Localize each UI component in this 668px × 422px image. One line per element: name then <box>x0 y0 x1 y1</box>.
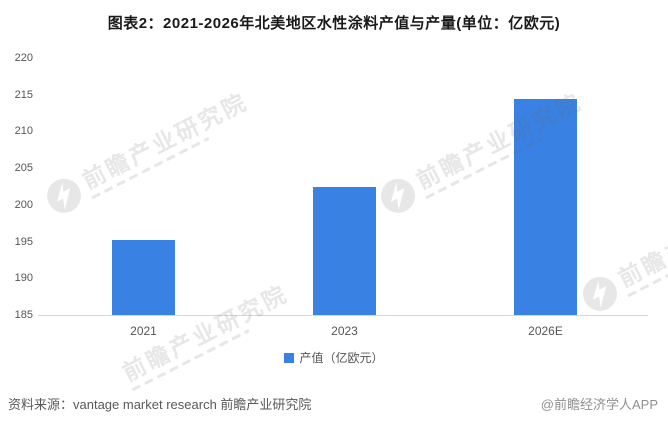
source-text: 资料来源：vantage market research 前瞻产业研究院 <box>8 397 312 412</box>
bar-2026E <box>514 99 577 315</box>
y-axis-tick-label: 190 <box>14 272 33 285</box>
y-axis-tick-label: 210 <box>14 125 33 138</box>
bar-2023 <box>313 186 376 315</box>
y-axis-tick-label: 185 <box>14 309 33 321</box>
footer: 资料来源：vantage market research 前瞻产业研究院 @前瞻… <box>0 394 668 413</box>
x-axis-tick-label: 2021 <box>130 324 157 338</box>
y-axis-tick-label: 195 <box>14 235 33 248</box>
x-axis-tick-label: 2026E <box>528 324 563 338</box>
bar-2021 <box>112 240 175 315</box>
y-axis-tick-label: 205 <box>14 162 33 175</box>
chart-title: 图表2：2021-2026年北美地区水性涂料产值与产量(单位：亿欧元) <box>107 15 561 32</box>
legend: 产值（亿欧元） <box>0 349 668 366</box>
x-axis-line <box>38 315 648 316</box>
y-axis-tick-label: 220 <box>14 52 33 64</box>
y-axis-tick-label: 215 <box>14 88 33 101</box>
x-axis-tick-label: 2023 <box>331 324 358 338</box>
legend-swatch <box>284 352 295 363</box>
legend-label: 产值（亿欧元） <box>299 351 384 365</box>
y-axis-tick-label: 200 <box>14 198 33 211</box>
credit-text: @前瞻经济学人APP <box>540 397 658 412</box>
